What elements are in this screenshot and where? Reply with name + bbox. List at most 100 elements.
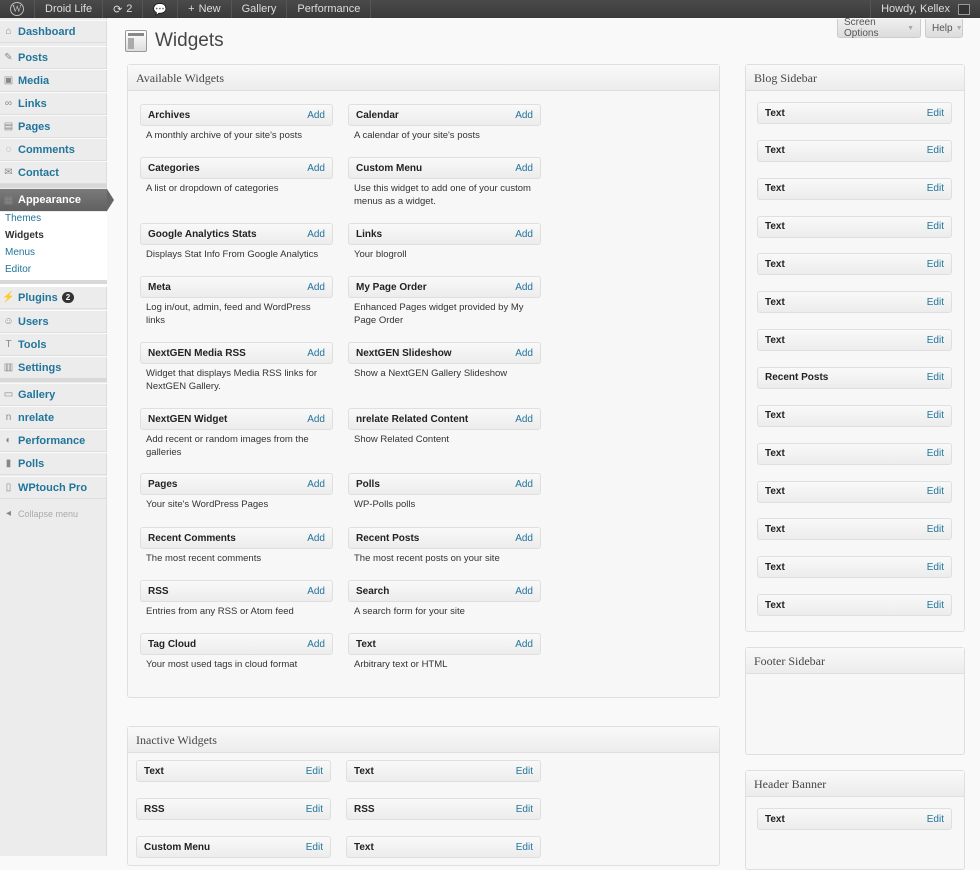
menu-item-settings[interactable]: ▥ Settings [0,356,107,379]
sidebar-widget[interactable]: Text Edit [757,518,952,541]
add-widget-link[interactable]: Add [307,162,325,174]
sidebar-widget[interactable]: Recent Posts Edit [757,366,952,389]
edit-widget-link[interactable]: Edit [926,448,944,460]
new-link[interactable]: + New [178,0,232,18]
inactive-widget[interactable]: Text Edit [346,760,541,782]
edit-widget-link[interactable]: Edit [305,803,323,815]
sidebar-widget[interactable]: Text Edit [757,404,952,427]
available-widget[interactable]: Tag Cloud Add [140,633,333,655]
add-widget-link[interactable]: Add [307,281,325,293]
inactive-widget[interactable]: Text Edit [136,760,331,782]
add-widget-link[interactable]: Add [307,478,325,490]
available-widget[interactable]: Search Add [348,580,541,602]
account-menu[interactable]: Howdy, Kellex [870,0,980,18]
menu-item-users[interactable]: ☺ Users [0,310,107,333]
inactive-widget[interactable]: Custom Menu Edit [136,836,331,858]
menu-item-dashboard[interactable]: ⌂ Dashboard [0,20,107,43]
help-button[interactable]: Help ▼ [925,19,963,38]
performance-link[interactable]: Performance [287,0,372,18]
sidebar-widget[interactable]: Text Edit [757,291,952,314]
add-widget-link[interactable]: Add [307,228,325,240]
add-widget-link[interactable]: Add [515,532,533,544]
available-widget[interactable]: Recent Posts Add [348,527,541,549]
available-widget[interactable]: Polls Add [348,473,541,495]
menu-item-media[interactable]: ▣ Media [0,69,107,92]
edit-widget-link[interactable]: Edit [515,765,533,777]
inactive-widget[interactable]: RSS Edit [136,798,331,820]
available-widget[interactable]: NextGEN Media RSS Add [140,342,333,364]
menu-item-tools[interactable]: T Tools [0,333,107,356]
add-widget-link[interactable]: Add [515,281,533,293]
menu-item-performance[interactable]: ◐ Performance [0,429,107,452]
add-widget-link[interactable]: Add [515,347,533,359]
edit-widget-link[interactable]: Edit [926,523,944,535]
submenu-widgets[interactable]: Widgets [5,230,44,241]
edit-widget-link[interactable]: Edit [515,841,533,853]
sidebar-widget[interactable]: Text Edit [757,594,952,617]
edit-widget-link[interactable]: Edit [926,486,944,497]
edit-widget-link[interactable]: Edit [926,334,944,346]
wordpress-logo-button[interactable]: W [0,0,35,18]
available-widget[interactable]: Text Add [348,633,541,655]
available-widget[interactable]: Custom Menu Add [348,157,541,179]
sidebar-widget[interactable]: Text Edit [757,139,952,162]
inactive-widget[interactable]: Text Edit [346,836,541,858]
menu-item-plugins[interactable]: ⚡ Plugins 2 [0,286,107,309]
available-widget[interactable]: RSS Add [140,580,333,602]
edit-widget-link[interactable]: Edit [926,107,944,119]
menu-item-pages[interactable]: ▤ Pages [0,115,107,138]
add-widget-link[interactable]: Add [307,585,325,597]
sidebar-widget[interactable]: Text Edit [757,253,952,276]
add-widget-link[interactable]: Add [307,109,325,121]
menu-item-contact[interactable]: ✉ Contact [0,161,107,184]
menu-item-nrelate[interactable]: n nrelate [0,406,107,429]
available-widget[interactable]: My Page Order Add [348,276,541,298]
add-widget-link[interactable]: Add [515,413,533,425]
available-widget[interactable]: Categories Add [140,157,333,179]
available-widget[interactable]: Pages Add [140,473,333,495]
menu-item-links[interactable]: ∞ Links [0,92,107,115]
sidebar-widget[interactable]: Text Edit [757,480,952,503]
edit-widget-link[interactable]: Edit [926,258,944,270]
panel-title[interactable]: Footer Sidebar [746,648,964,674]
menu-item-posts[interactable]: ✎ Posts [0,46,107,69]
collapse-menu-button[interactable]: ◂ Collapse menu [0,502,107,525]
edit-widget-link[interactable]: Edit [926,145,944,157]
add-widget-link[interactable]: Add [515,638,533,650]
add-widget-link[interactable]: Add [307,638,325,650]
edit-widget-link[interactable]: Edit [926,813,944,825]
edit-widget-link[interactable]: Edit [926,296,944,308]
edit-widget-link[interactable]: Edit [926,372,944,384]
add-widget-link[interactable]: Add [515,228,533,240]
screen-options-button[interactable]: Screen Options ▼ [837,17,921,39]
site-name-link[interactable]: Droid Life [35,0,104,18]
available-widget[interactable]: nrelate Related Content Add [348,408,541,430]
available-widget[interactable]: Google Analytics Stats Add [140,223,333,245]
edit-widget-link[interactable]: Edit [926,561,944,573]
add-widget-link[interactable]: Add [307,413,325,425]
add-widget-link[interactable]: Add [307,347,325,359]
submenu-menus[interactable]: Menus [5,247,36,258]
available-widget[interactable]: Links Add [348,223,541,245]
sidebar-widget[interactable]: Text Edit [757,329,952,352]
sidebar-widget[interactable]: Text Edit [757,442,952,465]
sidebar-widget[interactable]: Text Edit [757,177,952,200]
comments-link[interactable]: 💬 [143,0,179,18]
sidebar-widget[interactable]: Text Edit [757,808,952,830]
add-widget-link[interactable]: Add [515,162,533,174]
edit-widget-link[interactable]: Edit [305,765,323,777]
panel-title[interactable]: Header Banner [746,771,964,797]
menu-item-wptouch-pro[interactable]: ▯ WPtouch Pro [0,476,107,499]
edit-widget-link[interactable]: Edit [305,841,323,853]
submenu-editor[interactable]: Editor [5,264,32,275]
edit-widget-link[interactable]: Edit [926,183,944,195]
gallery-link[interactable]: Gallery [232,0,288,18]
add-widget-link[interactable]: Add [515,109,533,121]
menu-item-gallery[interactable]: ▭ Gallery [0,383,107,406]
sidebar-widget[interactable]: Text Edit [757,102,952,124]
sidebar-widget[interactable]: Text Edit [757,556,952,579]
edit-widget-link[interactable]: Edit [926,599,944,611]
available-widget[interactable]: Meta Add [140,276,333,298]
add-widget-link[interactable]: Add [515,478,533,490]
menu-item-polls[interactable]: ▮ Polls [0,452,107,475]
